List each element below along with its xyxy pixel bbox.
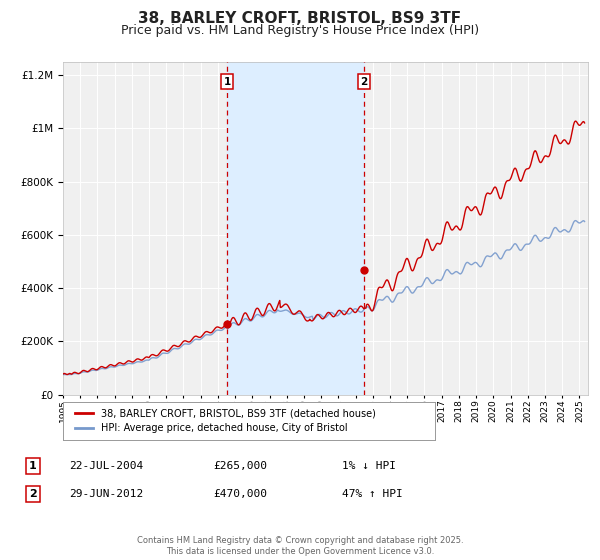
- Text: 1: 1: [224, 77, 231, 87]
- Text: 38, BARLEY CROFT, BRISTOL, BS9 3TF: 38, BARLEY CROFT, BRISTOL, BS9 3TF: [139, 11, 461, 26]
- Text: 1: 1: [29, 461, 37, 471]
- Text: Price paid vs. HM Land Registry's House Price Index (HPI): Price paid vs. HM Land Registry's House …: [121, 24, 479, 36]
- Text: £470,000: £470,000: [213, 489, 267, 499]
- Text: 2: 2: [361, 77, 368, 87]
- Text: 22-JUL-2004: 22-JUL-2004: [69, 461, 143, 471]
- Text: 47% ↑ HPI: 47% ↑ HPI: [342, 489, 403, 499]
- Text: Contains HM Land Registry data © Crown copyright and database right 2025.
This d: Contains HM Land Registry data © Crown c…: [137, 536, 463, 556]
- Legend: 38, BARLEY CROFT, BRISTOL, BS9 3TF (detached house), HPI: Average price, detache: 38, BARLEY CROFT, BRISTOL, BS9 3TF (deta…: [71, 404, 380, 437]
- Text: £265,000: £265,000: [213, 461, 267, 471]
- Text: 2: 2: [29, 489, 37, 499]
- Bar: [227, 62, 364, 395]
- Text: 29-JUN-2012: 29-JUN-2012: [69, 489, 143, 499]
- Text: 1% ↓ HPI: 1% ↓ HPI: [342, 461, 396, 471]
